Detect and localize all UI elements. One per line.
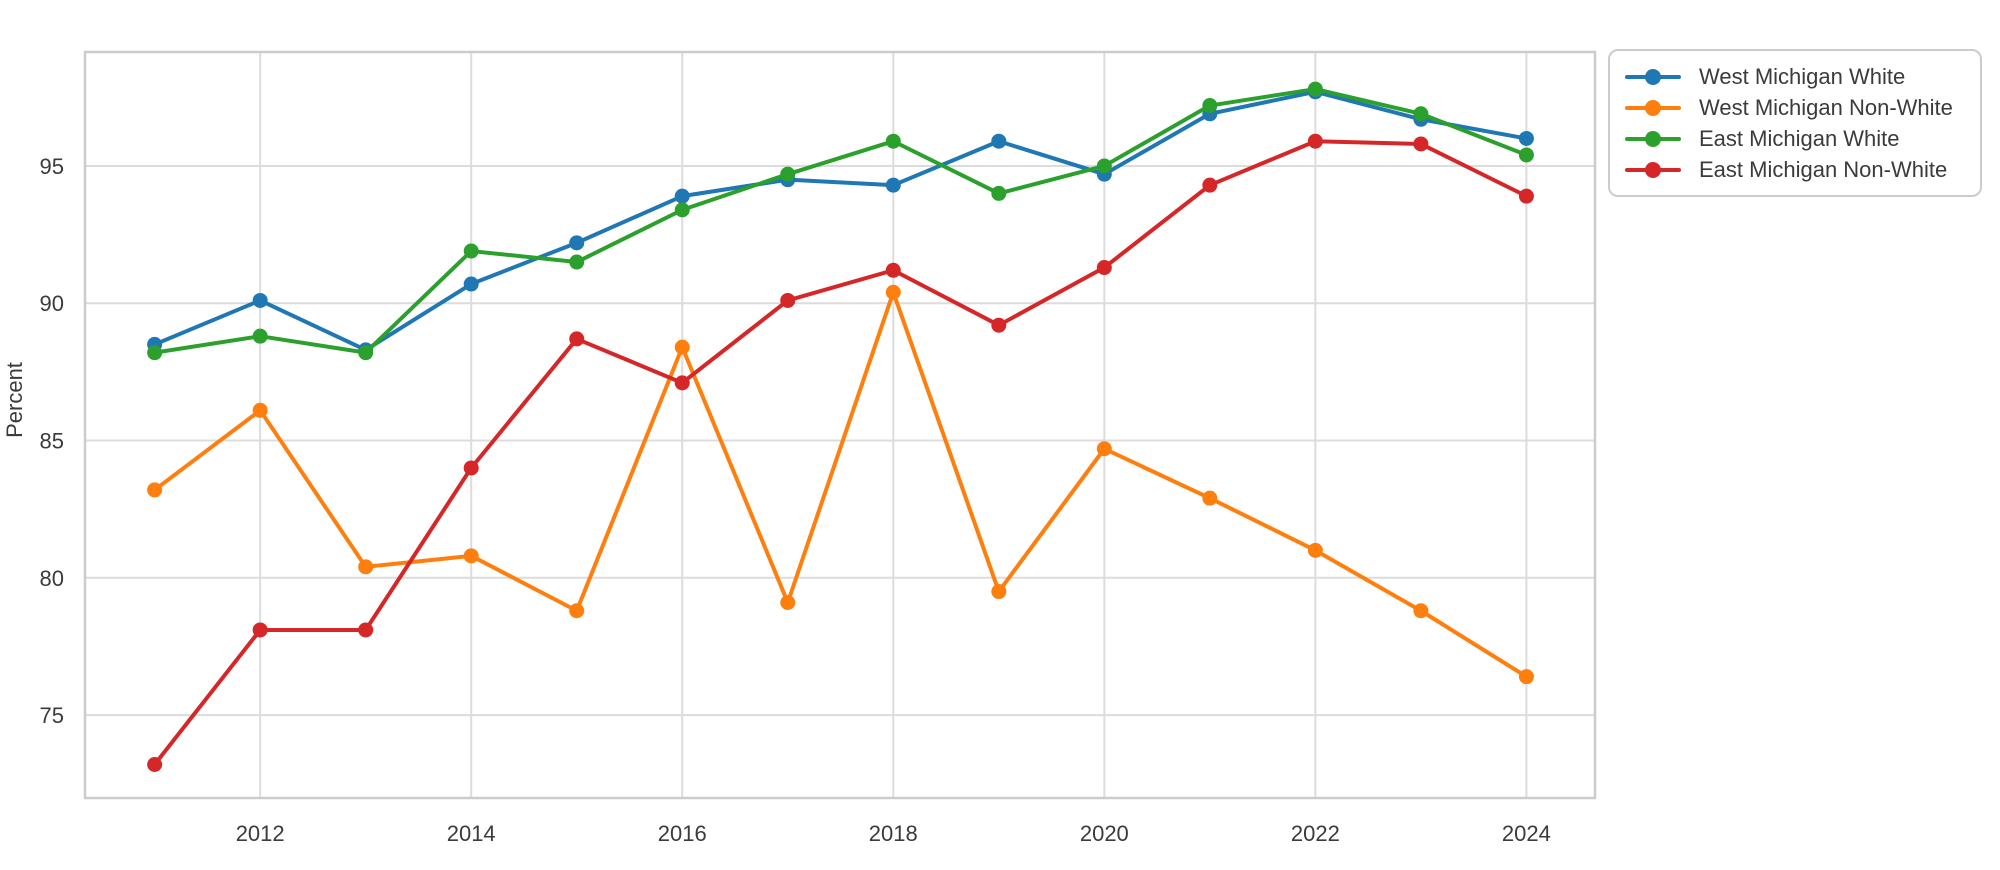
y-axis-tick-labels: 75 80 85 90 95 <box>40 154 64 728</box>
data-point-east-michigan-white-2019 <box>991 185 1007 201</box>
data-point-west-michigan-non-white-2019 <box>991 584 1007 600</box>
data-point-west-michigan-non-white-2023 <box>1413 603 1429 619</box>
x-tick-label: 2024 <box>1502 821 1551 846</box>
y-tick-label: 90 <box>40 291 64 316</box>
legend-label: West Michigan Non-White <box>1699 94 1953 120</box>
data-point-west-michigan-non-white-2018 <box>885 284 901 300</box>
series-line-west-michigan-white <box>152 89 1529 352</box>
x-tick-label: 2012 <box>236 821 285 846</box>
legend-marker <box>1625 99 1681 116</box>
data-point-east-michigan-non-white-2024 <box>1518 188 1534 204</box>
data-point-east-michigan-white-2012 <box>252 328 268 344</box>
data-point-west-michigan-non-white-2024 <box>1518 669 1534 685</box>
data-point-east-michigan-white-2016 <box>674 202 690 218</box>
legend-label: East Michigan White <box>1699 125 1900 151</box>
data-point-east-michigan-white-2018 <box>885 133 901 149</box>
data-point-west-michigan-white-2012 <box>252 292 268 308</box>
data-point-west-michigan-white-2024 <box>1518 130 1534 146</box>
data-point-west-michigan-non-white-2014 <box>463 548 479 564</box>
legend-label: East Michigan Non-White <box>1699 156 1948 182</box>
y-axis-label: Percent <box>2 362 27 438</box>
legend-item: East Michigan White <box>1624 123 1966 154</box>
data-point-east-michigan-white-2017 <box>780 166 796 182</box>
data-point-east-michigan-white-2021 <box>1202 98 1218 114</box>
data-point-west-michigan-non-white-2015 <box>569 603 585 619</box>
data-point-east-michigan-non-white-2023 <box>1413 136 1429 152</box>
data-point-east-michigan-white-2020 <box>1096 158 1112 174</box>
data-point-west-michigan-non-white-2021 <box>1202 490 1218 506</box>
data-point-east-michigan-non-white-2014 <box>463 460 479 476</box>
y-tick-label: 75 <box>40 703 64 728</box>
data-point-east-michigan-white-2011 <box>147 345 163 361</box>
data-point-east-michigan-non-white-2019 <box>991 317 1007 333</box>
x-tick-label: 2018 <box>869 821 918 846</box>
data-point-east-michigan-non-white-2022 <box>1307 133 1323 149</box>
legend-item: West Michigan White <box>1624 61 1966 92</box>
data-point-west-michigan-non-white-2011 <box>147 482 163 498</box>
legend-marker <box>1625 161 1681 178</box>
data-point-east-michigan-non-white-2015 <box>569 331 585 347</box>
legend-label: West Michigan White <box>1699 63 1906 89</box>
x-axis-tick-labels: 2012 2014 2016 2018 2020 2022 2024 <box>236 821 1551 846</box>
data-point-west-michigan-white-2018 <box>885 177 901 193</box>
gridlines <box>85 52 1595 798</box>
data-point-east-michigan-non-white-2020 <box>1096 260 1112 276</box>
data-point-east-michigan-non-white-2012 <box>252 622 268 638</box>
data-point-east-michigan-white-2014 <box>463 243 479 259</box>
series-line-west-michigan-non-white <box>152 290 1529 679</box>
y-tick-label: 95 <box>40 154 64 179</box>
y-tick-label: 80 <box>40 566 64 591</box>
data-point-east-michigan-non-white-2011 <box>147 757 163 773</box>
data-point-east-michigan-non-white-2013 <box>358 622 374 638</box>
data-point-east-michigan-non-white-2021 <box>1202 177 1218 193</box>
x-tick-label: 2022 <box>1291 821 1340 846</box>
legend-item: West Michigan Non-White <box>1624 92 1966 123</box>
data-series <box>147 81 1534 773</box>
legend-marker <box>1625 130 1681 147</box>
data-point-west-michigan-non-white-2016 <box>674 339 690 355</box>
plot-frame <box>83 50 1597 800</box>
legend: West Michigan White West Michigan Non-Wh… <box>1608 49 1982 197</box>
data-point-west-michigan-non-white-2020 <box>1096 441 1112 457</box>
data-point-east-michigan-white-2013 <box>358 345 374 361</box>
data-point-west-michigan-white-2016 <box>674 188 690 204</box>
data-point-west-michigan-white-2015 <box>569 235 585 251</box>
data-point-east-michigan-white-2022 <box>1307 81 1323 97</box>
data-point-east-michigan-white-2015 <box>569 254 585 270</box>
y-tick-label: 85 <box>40 429 64 454</box>
x-tick-label: 2020 <box>1080 821 1129 846</box>
data-point-west-michigan-white-2014 <box>463 276 479 292</box>
data-point-west-michigan-non-white-2017 <box>780 595 796 611</box>
plot-border <box>83 50 1597 800</box>
x-tick-label: 2016 <box>658 821 707 846</box>
x-tick-label: 2014 <box>447 821 496 846</box>
data-point-east-michigan-non-white-2018 <box>885 262 901 278</box>
data-point-east-michigan-non-white-2016 <box>674 375 690 391</box>
data-point-west-michigan-white-2019 <box>991 133 1007 149</box>
data-point-east-michigan-non-white-2017 <box>780 292 796 308</box>
legend-marker <box>1625 68 1681 85</box>
data-point-east-michigan-white-2023 <box>1413 106 1429 122</box>
data-point-west-michigan-non-white-2022 <box>1307 542 1323 558</box>
data-point-west-michigan-non-white-2013 <box>358 559 374 575</box>
series-line-east-michigan-non-white <box>152 139 1529 767</box>
data-point-west-michigan-non-white-2012 <box>252 402 268 418</box>
legend-item: East Michigan Non-White <box>1624 154 1966 185</box>
series-line-east-michigan-white <box>152 87 1529 355</box>
data-point-east-michigan-white-2024 <box>1518 147 1534 163</box>
